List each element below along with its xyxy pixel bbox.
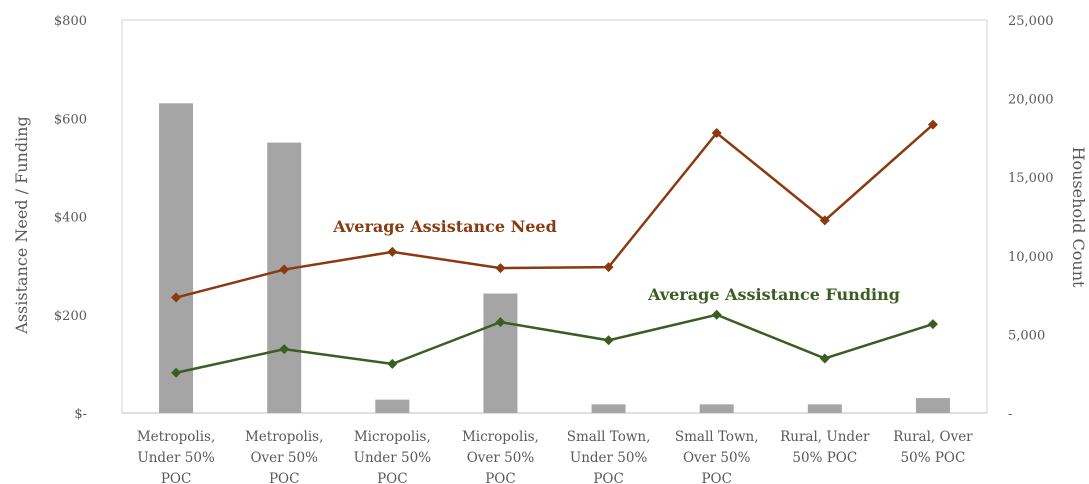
- funding-point-marker: [495, 317, 506, 328]
- y-tick-label: $800: [54, 14, 87, 29]
- household-count-bar: [915, 398, 950, 413]
- y2-tick-label: 25,000: [1008, 14, 1054, 29]
- household-count-bar: [159, 103, 194, 413]
- funding-point-marker: [711, 309, 722, 320]
- x-category-label: Micropolis, Under 50% POC: [354, 429, 432, 484]
- funding-series-line: [175, 313, 934, 374]
- plot-area: [121, 19, 988, 414]
- x-category-label: Rural, Over 50% POC: [893, 429, 973, 466]
- household-count-bar: [591, 404, 626, 413]
- x-category-label: Metropolis, Over 50% POC: [245, 429, 323, 484]
- need-series-line: [175, 123, 934, 299]
- y2-tick-label: 10,000: [1008, 250, 1054, 265]
- y-tick-label: $-: [74, 407, 87, 422]
- funding-point-marker: [927, 319, 938, 330]
- need-point-marker: [819, 215, 830, 226]
- funding-point-marker: [819, 353, 830, 364]
- y2-axis-title: Household Count: [1069, 147, 1088, 288]
- x-category-label: Rural, Under 50% POC: [780, 429, 870, 466]
- household-count-bar: [699, 404, 734, 413]
- need-point-marker: [603, 262, 614, 273]
- lines-layer: [171, 119, 938, 378]
- funding-point-marker: [603, 335, 614, 346]
- y2-tick-label: 20,000: [1008, 93, 1054, 108]
- y2-tick-label: 5,000: [1008, 328, 1045, 343]
- y2-axis-ticks: - 5,000 10,000 15,000 20,000 25,000: [1008, 14, 1054, 422]
- x-category-label: Small Town, Under 50% POC: [567, 429, 651, 484]
- y2-tick-label: 15,000: [1008, 171, 1054, 186]
- x-axis-labels: Metropolis, Under 50% POC Metropolis, Over 5…: [137, 429, 973, 484]
- y-tick-label: $400: [54, 211, 87, 226]
- household-count-bar: [807, 404, 842, 413]
- funding-series-label: Average Assistance Funding: [647, 285, 900, 304]
- household-count-bar: [267, 142, 302, 413]
- y-tick-label: $200: [54, 309, 87, 324]
- funding-point-marker: [171, 367, 182, 378]
- y-axis-ticks: $- $200 $400 $600 $800: [54, 14, 87, 422]
- need-series-label: Average Assistance Need: [332, 217, 557, 236]
- need-point-marker: [927, 119, 938, 130]
- x-category-label: Small Town, Over 50% POC: [675, 429, 759, 484]
- household-count-bar: [483, 293, 518, 413]
- need-point-marker: [387, 246, 398, 257]
- bars-layer: [159, 103, 950, 413]
- funding-point-marker: [279, 344, 290, 355]
- x-category-label: Micropolis, Over 50% POC: [462, 429, 539, 484]
- need-point-marker: [279, 264, 290, 275]
- need-point-marker: [711, 127, 722, 138]
- y-axis-title: Assistance Need / Funding: [12, 116, 31, 334]
- need-point-marker: [495, 263, 506, 274]
- funding-point-marker: [387, 358, 398, 369]
- y2-tick-label: -: [1008, 407, 1012, 422]
- y-tick-label: $600: [54, 112, 87, 127]
- household-count-bar: [375, 399, 410, 413]
- need-point-marker: [171, 292, 182, 303]
- x-category-label: Metropolis, Under 50% POC: [137, 429, 215, 484]
